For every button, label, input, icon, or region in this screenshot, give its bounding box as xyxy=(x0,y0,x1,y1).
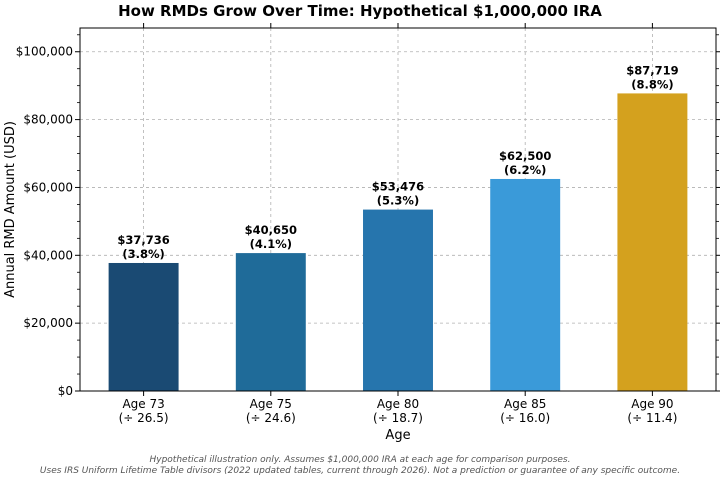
x-tick-divisor: (÷ 24.6) xyxy=(246,411,296,425)
bar-value-label: $62,500 xyxy=(499,149,551,163)
bar-value-label: $37,736 xyxy=(117,233,169,247)
x-tick-label: Age 85 xyxy=(504,397,546,411)
x-tick-divisor: (÷ 18.7) xyxy=(373,411,423,425)
y-tick-label: $0 xyxy=(58,384,73,398)
y-axis-label: Annual RMD Amount (USD) xyxy=(3,121,18,298)
bar xyxy=(490,178,561,391)
bar-value-label: $40,650 xyxy=(245,223,297,237)
plot-frame xyxy=(79,27,717,392)
x-tick-divisor: (÷ 16.0) xyxy=(500,411,550,425)
y-tick-label: $60,000 xyxy=(23,180,73,194)
bar-percent-label: (3.8%) xyxy=(122,247,164,261)
x-tick-divisor: (÷ 11.4) xyxy=(627,411,677,425)
x-tick-label: Age 90 xyxy=(631,397,673,411)
bar-percent-label: (6.2%) xyxy=(504,163,546,177)
y-tick-label: $20,000 xyxy=(23,316,73,330)
bar xyxy=(617,93,688,391)
bar xyxy=(363,209,433,391)
y-tick-label: $40,000 xyxy=(23,248,73,262)
bar-value-label: $87,719 xyxy=(626,63,678,77)
bar-percent-label: (5.3%) xyxy=(377,194,419,208)
y-tick-label: $100,000 xyxy=(16,45,73,59)
x-tick-label: Age 73 xyxy=(122,397,164,411)
footnote-line-1: Hypothetical illustration only. Assumes … xyxy=(149,455,571,465)
chart-title: How RMDs Grow Over Time: Hypothetical $1… xyxy=(118,2,602,20)
bar xyxy=(235,253,306,391)
y-tick-label: $80,000 xyxy=(23,113,73,127)
x-tick-label: Age 75 xyxy=(250,397,292,411)
bar xyxy=(108,262,179,391)
bar-value-label: $53,476 xyxy=(372,180,424,194)
bar-percent-label: (4.1%) xyxy=(250,237,292,251)
bar-percent-label: (8.8%) xyxy=(631,77,673,91)
x-tick-divisor: (÷ 26.5) xyxy=(119,411,169,425)
x-tick-label: Age 80 xyxy=(377,397,419,411)
footnote-line-2: Uses IRS Uniform Lifetime Table divisors… xyxy=(39,466,681,476)
x-axis-label: Age xyxy=(385,428,410,443)
